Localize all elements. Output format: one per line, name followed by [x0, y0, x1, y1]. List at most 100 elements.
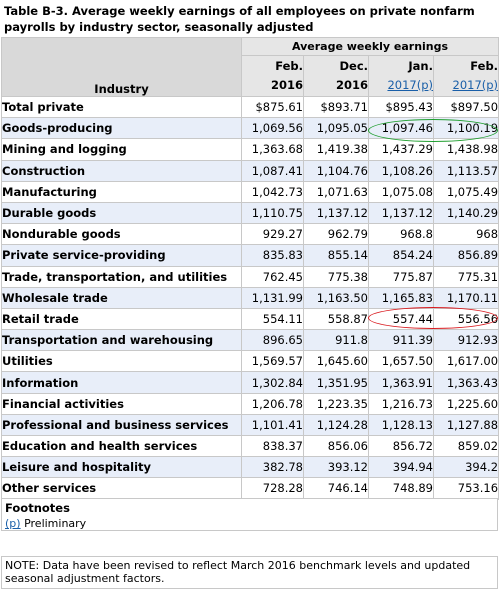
earnings-value: 859.02 [432, 434, 499, 458]
earnings-value: 835.83 [241, 244, 304, 267]
earnings-value: 1,128.13 [368, 413, 434, 437]
column-header-month: Jan. [408, 59, 433, 73]
earnings-value: 1,131.99 [241, 286, 304, 309]
industry-label: Professional and business services [1, 413, 242, 437]
table-row: Education and health services 838.37 856.0… [1, 434, 499, 458]
table-row: Total private $875.61 $893.71 $895.43 $897.5… [1, 95, 499, 119]
earnings-value: 1,042.73 [241, 180, 304, 203]
earnings-value: 1,137.12 [303, 201, 369, 225]
revision-note: NOTE: Data have been revised to reflect … [1, 556, 498, 589]
earnings-value: 1,071.63 [303, 180, 369, 203]
earnings-value: 1,363.43 [432, 371, 499, 394]
earnings-value: 896.65 [241, 329, 304, 352]
earnings-value: 1,223.35 [303, 392, 369, 415]
table-row: Transportation and warehousing 896.65 911.… [1, 329, 499, 352]
earnings-value: 775.87 [368, 265, 434, 288]
table-row: Information 1,302.84 1,351.95 1,363.91 1,363… [1, 371, 499, 394]
earnings-value: 854.24 [368, 244, 434, 267]
earnings-value: 838.37 [241, 434, 304, 458]
industry-label: Total private [1, 95, 242, 119]
earnings-value: 968 [432, 223, 499, 246]
column-header-year: 2016 [270, 78, 303, 92]
earnings-value: 1,438.98 [432, 138, 499, 161]
earnings-value: 554.11 [241, 307, 304, 331]
earnings-value: 1,216.73 [368, 392, 434, 415]
industry-label: Nondurable goods [1, 223, 242, 246]
industry-label: Education and health services [1, 434, 242, 458]
industry-label: Retail trade [1, 307, 242, 331]
earnings-value: 1,163.50 [303, 286, 369, 309]
earnings-value: 746.14 [303, 477, 369, 500]
earnings-value: $897.50 [432, 95, 499, 119]
earnings-value: 1,075.49 [432, 180, 499, 203]
earnings-value: 1,170.11 [432, 286, 499, 309]
earnings-value: 1,225.60 [432, 392, 499, 415]
column-header-year-link[interactable]: 2017(p) [387, 78, 433, 92]
table-row: Leisure and hospitality 382.78 393.12 394.9… [1, 456, 499, 479]
earnings-value: $895.43 [368, 95, 434, 119]
earnings-value: 1,419.38 [303, 138, 369, 161]
table-row: Manufacturing 1,042.73 1,071.63 1,075.08 1,0… [1, 180, 499, 203]
column-header-year-link[interactable]: 2017(p) [452, 78, 499, 92]
earnings-value: 1,110.75 [241, 201, 304, 225]
column-header: Feb. 2016 [241, 55, 304, 97]
industry-label: Manufacturing [1, 180, 242, 203]
preliminary-footnote-link[interactable]: (p) [5, 517, 21, 530]
earnings-value: $893.71 [303, 95, 369, 119]
table-row: Financial activities 1,206.78 1,223.35 1,21… [1, 392, 499, 415]
green-highlight-oval [368, 119, 498, 142]
earnings-value: 1,069.56 [241, 117, 304, 140]
earnings-value: 911.39 [368, 329, 434, 352]
earnings-value: 1,657.50 [368, 350, 434, 373]
earnings-value: 728.28 [241, 477, 304, 500]
earnings-value: 1,363.68 [241, 138, 304, 161]
earnings-value: 856.89 [432, 244, 499, 267]
table-row: Other services 728.28 746.14 748.89 753.16 [1, 477, 499, 500]
earnings-value: 1,108.26 [368, 159, 434, 182]
table-row: Utilities 1,569.57 1,645.60 1,657.50 1,617.0… [1, 350, 499, 373]
industry-label: Private service-providing [1, 244, 242, 267]
earnings-value: 1,095.05 [303, 117, 369, 140]
earnings-value: 762.45 [241, 265, 304, 288]
earnings-value: $875.61 [241, 95, 304, 119]
earnings-value: 1,206.78 [241, 392, 304, 415]
table-row: Private service-providing 835.83 855.14 854… [1, 244, 499, 267]
footnotes-title: Footnotes [5, 501, 70, 515]
earnings-value: 1,165.83 [368, 286, 434, 309]
table-row: Wholesale trade 1,131.99 1,163.50 1,165.83 1… [1, 286, 499, 309]
earnings-value: 394.2 [432, 456, 499, 479]
earnings-value: 748.89 [368, 477, 434, 500]
earnings-value: 1,075.08 [368, 180, 434, 203]
earnings-value: 856.06 [303, 434, 369, 458]
earnings-value: 1,351.95 [303, 371, 369, 394]
earnings-value: 1,137.12 [368, 201, 434, 225]
earnings-value: 1,302.84 [241, 371, 304, 394]
industry-header: Industry [1, 37, 242, 97]
industry-label: Construction [1, 159, 242, 182]
footnotes-section: Footnotes (p) Preliminary [1, 498, 498, 531]
industry-label: Durable goods [1, 201, 242, 225]
table-row: Nondurable goods 929.27 962.79 968.8 968 [1, 223, 499, 246]
earnings-value: 855.14 [303, 244, 369, 267]
column-header-year: 2016 [335, 78, 368, 92]
industry-label: Information [1, 371, 242, 394]
table-caption: Table B-3. Average weekly earnings of al… [4, 4, 475, 34]
earnings-value: 856.72 [368, 434, 434, 458]
column-header-month: Feb. [470, 59, 499, 73]
earnings-value: 1,127.88 [432, 413, 499, 437]
industry-label: Financial activities [1, 392, 242, 415]
preliminary-footnote-text: Preliminary [24, 517, 87, 530]
table-row: Durable goods 1,110.75 1,137.12 1,137.12 1,1… [1, 201, 499, 225]
earnings-value: 393.12 [303, 456, 369, 479]
table-row: Professional and business services 1,101.… [1, 413, 499, 437]
earnings-value: 912.93 [432, 329, 499, 352]
industry-label: Leisure and hospitality [1, 456, 242, 479]
earnings-value: 1,617.00 [432, 350, 499, 373]
earnings-value: 1,363.91 [368, 371, 434, 394]
earnings-value: 1,113.57 [432, 159, 499, 182]
industry-label: Goods-producing [1, 117, 242, 140]
industry-label: Utilities [1, 350, 242, 373]
earnings-value: 775.38 [303, 265, 369, 288]
table-row: Trade, transportation, and utilities 762.… [1, 265, 499, 288]
earnings-value: 929.27 [241, 223, 304, 246]
